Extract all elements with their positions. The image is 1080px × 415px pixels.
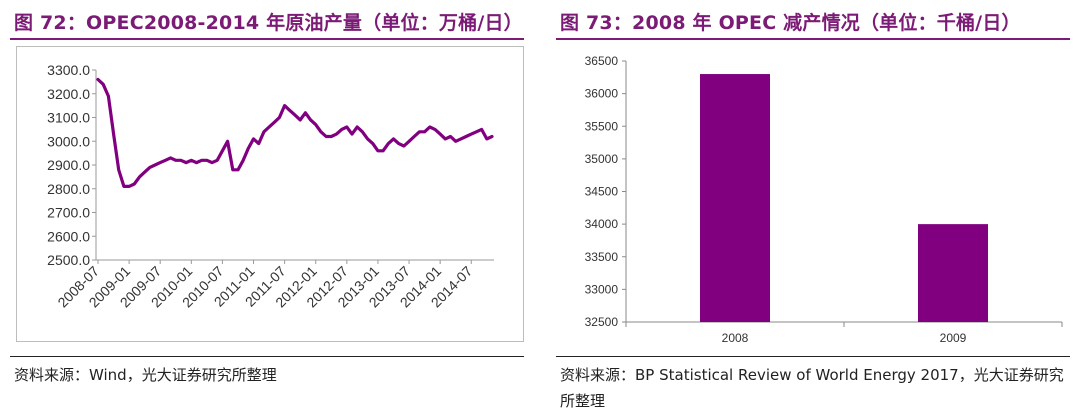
y-tick-label: 2700.0 — [47, 205, 90, 221]
x-tick-label: 2009 — [940, 331, 967, 342]
y-tick-label: 36000 — [585, 87, 619, 101]
source-note: 资料来源：BP Statistical Review of World Ener… — [560, 366, 1064, 410]
bar — [700, 74, 770, 322]
y-tick-label: 3100.0 — [47, 110, 90, 126]
title-rule — [10, 38, 524, 40]
footer-rule — [10, 356, 524, 357]
y-tick-label: 32500 — [585, 315, 619, 329]
footer-rule — [556, 356, 1070, 357]
y-tick-label: 2600.0 — [47, 228, 90, 244]
plot-frame — [16, 46, 524, 342]
y-tick-label: 33000 — [585, 282, 619, 296]
y-tick-label: 3300.0 — [47, 62, 90, 78]
x-tick-label: 2008 — [722, 331, 749, 342]
source-note: 资料来源：Wind，光大证券研究所整理 — [14, 366, 277, 384]
y-tick-label: 2900.0 — [47, 157, 90, 173]
series-line — [96, 77, 494, 188]
figure-title: 图 72：OPEC2008-2014 年原油产量（单位：万桶/日） — [14, 12, 523, 34]
y-tick-label: 3000.0 — [47, 133, 90, 149]
y-tick-label: 2800.0 — [47, 181, 90, 197]
y-tick-label: 2500.0 — [47, 252, 90, 268]
y-tick-label: 34500 — [585, 185, 619, 199]
y-tick-label: 34000 — [585, 217, 619, 231]
figure-title: 图 73：2008 年 OPEC 减产情况（单位：千桶/日） — [560, 12, 1021, 34]
bar — [918, 224, 988, 322]
y-tick-label: 3200.0 — [47, 86, 90, 102]
line-chart: 2500.0 2600.0 2700.0 2800.0 2900.0 3000.0 3100… — [47, 62, 494, 310]
y-tick-label: 36500 — [585, 54, 619, 68]
y-tick-label: 35500 — [585, 119, 619, 133]
bar-chart: 32500 33000 33500 34000 34500 35000 35500 36000… — [585, 54, 1063, 342]
y-tick-label: 33500 — [585, 250, 619, 264]
y-tick-label: 35000 — [585, 152, 619, 166]
title-rule — [556, 38, 1070, 40]
